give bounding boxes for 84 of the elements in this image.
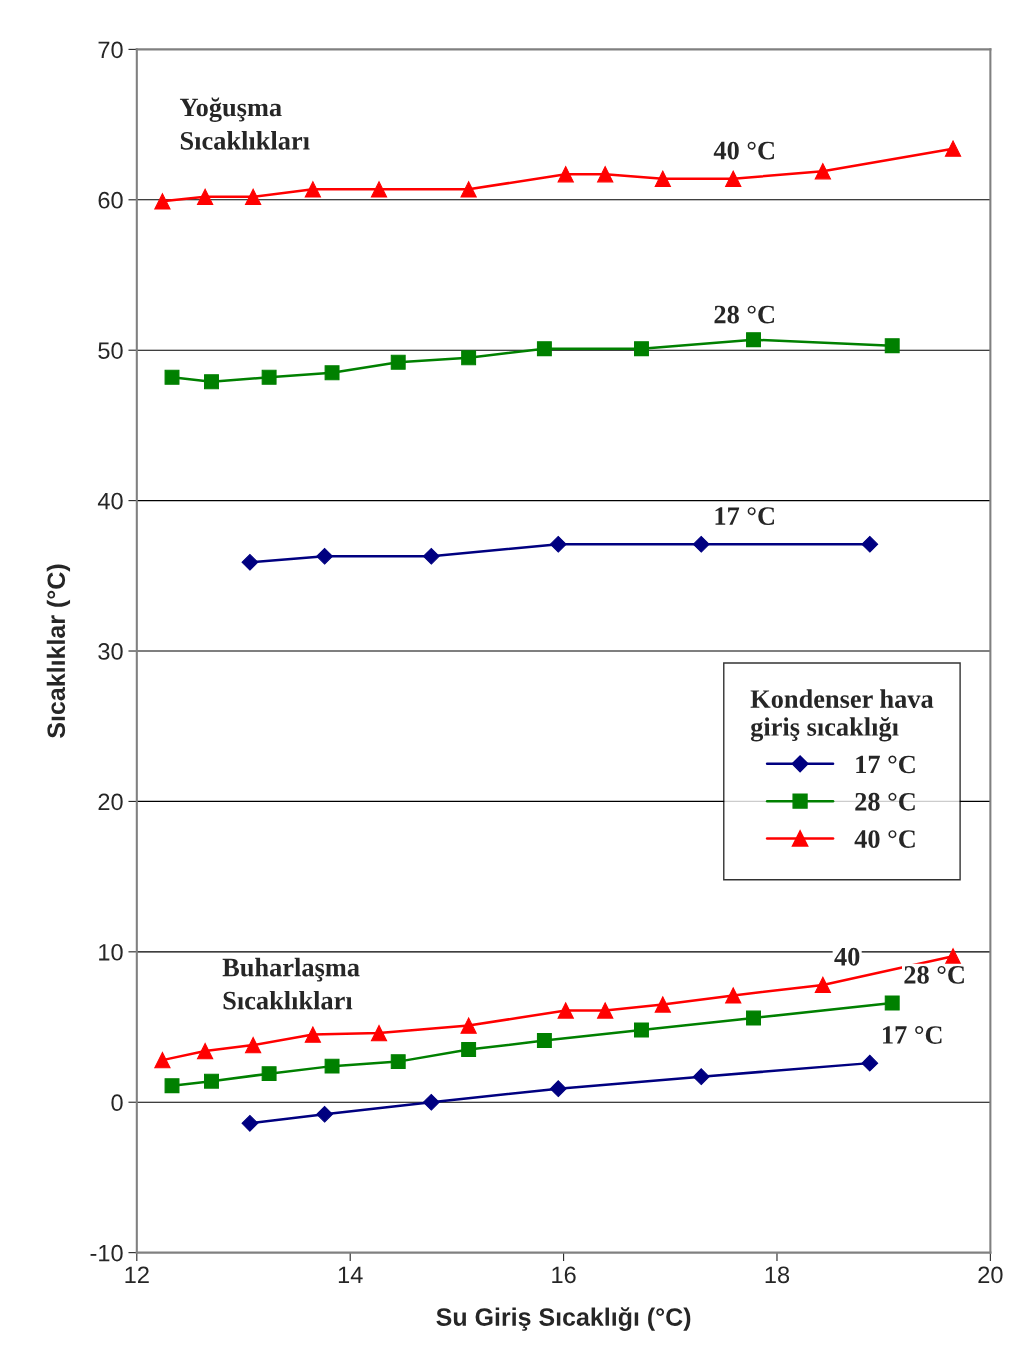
y-tick-label: 40 [97, 492, 123, 510]
y-tick-label: 20 [98, 793, 123, 811]
point [390, 1054, 406, 1070]
annotation: 17 °C [883, 1026, 942, 1044]
annotation: 28 °C [904, 965, 964, 984]
annotation: Yoğuşma Sıcaklıkları [179, 97, 310, 150]
point [164, 369, 180, 385]
point [861, 535, 879, 553]
legend-title: Kondenser hava giriş sıcaklığı [750, 689, 934, 742]
point [634, 1022, 649, 1038]
point [370, 1024, 388, 1042]
point [460, 181, 477, 198]
legend-label: 28 °C [855, 792, 915, 811]
annotation: 17 °C [715, 507, 774, 525]
annotation: 40 [834, 947, 860, 966]
point [304, 181, 322, 198]
y-tick-label: 50 [98, 342, 123, 359]
point [422, 547, 440, 565]
point [324, 365, 340, 381]
point [814, 163, 832, 180]
point [597, 1002, 614, 1019]
point [370, 181, 388, 198]
point [324, 1058, 340, 1074]
point [861, 1054, 879, 1072]
point [536, 1033, 552, 1049]
point [241, 553, 259, 571]
legend-label: 40 °C [854, 830, 915, 848]
x-tick-label: 18 [765, 1266, 790, 1284]
annotation: 28 °C [714, 305, 774, 324]
point [244, 188, 262, 205]
point [692, 1068, 710, 1086]
point [461, 1042, 477, 1058]
point [654, 996, 671, 1013]
point [884, 338, 900, 354]
y-tick-label: 70 [98, 41, 123, 59]
point [944, 948, 962, 965]
point [549, 535, 567, 553]
point [244, 1036, 262, 1054]
point [390, 354, 406, 370]
point [884, 995, 900, 1011]
point [725, 987, 742, 1004]
point [316, 547, 333, 565]
point [597, 166, 614, 183]
point [536, 341, 552, 357]
point [746, 332, 761, 348]
point [461, 350, 477, 366]
point [422, 1093, 440, 1111]
point [154, 193, 171, 210]
point [304, 1026, 322, 1043]
x-tick-label: 20 [978, 1266, 1003, 1284]
point [316, 1105, 333, 1123]
point [814, 976, 832, 994]
point [261, 1066, 277, 1082]
annotation: 40 °C [713, 141, 774, 160]
point [692, 535, 710, 553]
y-axis-title: Sıcaklıklar (°C) [46, 564, 71, 738]
y-tick-label: 10 [99, 943, 123, 961]
x-tick-label: 14 [338, 1266, 363, 1283]
y-tick-label: 30 [98, 643, 123, 660]
x-tick-label: 16 [552, 1266, 576, 1284]
point [944, 140, 962, 157]
y-tick-label: 60 [98, 191, 123, 209]
point [261, 369, 277, 385]
point [204, 374, 219, 390]
x-tick-label: 12 [125, 1266, 149, 1283]
point [164, 1078, 180, 1094]
y-tick-label: -10 [90, 1244, 123, 1262]
point [196, 188, 214, 205]
point [204, 1073, 219, 1089]
point [196, 1042, 214, 1060]
annotation: Buharlaşma Sıcaklıkları [222, 957, 360, 1010]
point [634, 341, 649, 357]
point [746, 1010, 761, 1026]
x-axis-title: Su Giriş Sıcaklığı (°C) [436, 1307, 691, 1331]
point [725, 170, 742, 187]
point [241, 1114, 259, 1132]
point [557, 1002, 574, 1019]
point [654, 170, 671, 187]
point [549, 1080, 567, 1098]
point [154, 1051, 171, 1069]
point [557, 166, 574, 183]
y-tick-label: 0 [111, 1094, 123, 1112]
point [460, 1017, 477, 1034]
legend-label: 17 °C [856, 755, 915, 774]
